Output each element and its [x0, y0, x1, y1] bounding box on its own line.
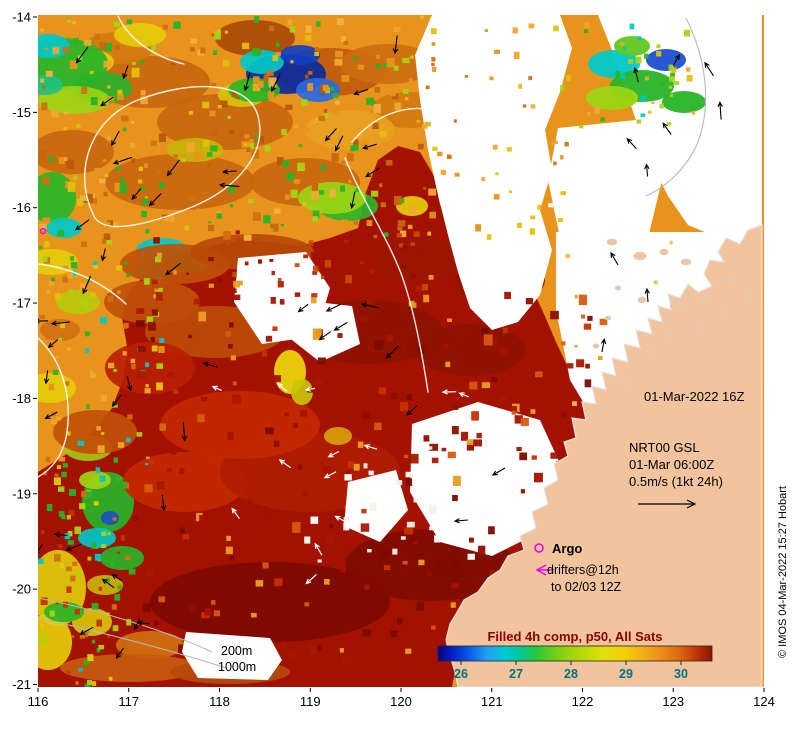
svg-text:120: 120 [390, 694, 412, 709]
svg-text:-21: -21 [12, 677, 31, 692]
bathymetry-labels: 200m 1000m [218, 644, 256, 674]
svg-text:-15: -15 [12, 105, 31, 120]
svg-text:118: 118 [209, 694, 230, 709]
svg-text:119: 119 [300, 694, 321, 709]
credit-text: © IMOS 04-Mar-2022 15:27 Hobart [777, 486, 789, 658]
white-contour-lines [38, 15, 433, 478]
svg-text:-19: -19 [12, 486, 31, 501]
svg-text:121: 121 [481, 694, 503, 709]
drifter-arrow-symbol [535, 564, 554, 576]
svg-text:-14: -14 [12, 10, 31, 25]
svg-text:-17: -17 [12, 296, 31, 311]
nrt-field-label: NRT00 GSL [629, 440, 700, 455]
map-field [38, 15, 764, 687]
svg-text:29: 29 [619, 667, 633, 681]
argo-float-marker-map [39, 227, 47, 235]
land-mass [445, 224, 763, 687]
svg-text:27: 27 [509, 667, 523, 681]
annotation-timestamp: 01-Mar-2022 16Z [644, 389, 744, 404]
svg-text:-18: -18 [12, 391, 31, 406]
colorbar-title: Filled 4h comp, p50, All Sats [487, 629, 662, 644]
svg-text:116: 116 [28, 694, 49, 709]
x-axis-longitude: 116 117 118 119 120 121 122 123 124 [28, 688, 775, 709]
colorbar-gradient-bar [437, 645, 713, 662]
svg-text:124: 124 [753, 694, 775, 709]
colorbar-tick-labels: 26 27 28 29 30 [454, 661, 688, 681]
colorbar: Filled 4h comp, p50, All Sats 26 27 28 29 30 [437, 629, 713, 681]
svg-text:-16: -16 [12, 200, 31, 215]
current-vector-arrows [38, 35, 723, 660]
sst-cool-patches [586, 36, 706, 113]
sst-speckle-texture [38, 15, 697, 687]
argo-drifter-legend: Argo drifters@12h to 02/03 12Z [534, 541, 622, 594]
y-axis-latitude: -14 -15 -16 -17 -18 -19 -20 -21 [12, 10, 37, 692]
islands [592, 238, 753, 386]
bathy-200m-label: 200m [221, 644, 252, 658]
velocity-scale-arrow [638, 499, 697, 509]
svg-text:123: 123 [662, 694, 684, 709]
svg-text:122: 122 [572, 694, 594, 709]
bathy-1000m-label: 1000m [218, 660, 256, 674]
svg-text:-20: -20 [12, 582, 31, 597]
drifters-label: drifters@12h [547, 563, 619, 577]
svg-text:28: 28 [564, 667, 578, 681]
nrt-legend: NRT00 GSL 01-Mar 06:00Z 0.5m/s (1kt 24h) [629, 440, 723, 509]
svg-text:30: 30 [674, 667, 688, 681]
nrt-scale-label: 0.5m/s (1kt 24h) [629, 474, 723, 489]
drifters-until-label: to 02/03 12Z [551, 580, 622, 594]
cloud-gap-label-patch [182, 632, 282, 680]
argo-label: Argo [552, 541, 582, 556]
nrt-time-label: 01-Mar 06:00Z [629, 457, 714, 472]
svg-text:26: 26 [454, 667, 468, 681]
argo-marker-symbol [534, 543, 544, 553]
svg-text:117: 117 [118, 694, 139, 709]
